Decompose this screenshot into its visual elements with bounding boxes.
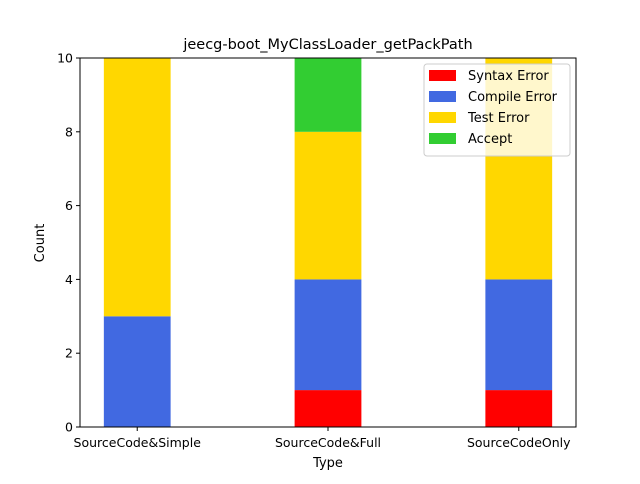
- y-axis-label: Count: [33, 224, 48, 263]
- chart-title: jeecg-boot_MyClassLoader_getPackPath: [182, 37, 472, 53]
- y-tick-label: 2: [65, 346, 73, 361]
- legend-swatch-accept: [429, 133, 456, 144]
- legend: Syntax Error Compile Error Test Error Accep…: [423, 63, 571, 157]
- legend-swatch-compile-error: [429, 91, 456, 102]
- bar-test-error-sourcecode-full: [294, 131, 362, 280]
- bar-test-error-sourcecode-simple: [103, 58, 171, 317]
- bar-compile-error-sourcecodeonly: [485, 279, 553, 391]
- axes-layer: 0 2 4 6 8 10 SourceCode&Simple SourceCode&Full S…: [57, 51, 577, 450]
- bar-compile-error-sourcecode-simple: [103, 316, 171, 427]
- x-tick-label: SourceCode&Simple: [74, 435, 202, 450]
- y-tick-label: 10: [57, 51, 73, 66]
- y-tick-label: 4: [65, 272, 73, 287]
- y-tick-label: 6: [65, 198, 73, 213]
- bar-syntax-error-sourcecode-full: [294, 390, 362, 427]
- legend-label-test-error: Test Error: [467, 111, 530, 126]
- y-tick-label: 0: [65, 420, 73, 435]
- bar-syntax-error-sourcecodeonly: [485, 390, 553, 427]
- x-axis-label: Type: [312, 456, 343, 471]
- legend-label-syntax-error: Syntax Error: [468, 69, 549, 84]
- x-tick-label: SourceCodeOnly: [467, 435, 571, 450]
- y-tick-label: 8: [65, 124, 73, 139]
- legend-label-accept: Accept: [468, 132, 512, 147]
- x-tick-label: SourceCode&Full: [275, 435, 381, 450]
- bar-accept-sourcecode-full: [294, 58, 362, 132]
- legend-swatch-test-error: [429, 112, 456, 123]
- legend-box: [423, 63, 571, 157]
- bar-compile-error-sourcecode-full: [294, 279, 362, 391]
- legend-label-compile-error: Compile Error: [468, 90, 558, 105]
- legend-swatch-syntax-error: [429, 70, 456, 81]
